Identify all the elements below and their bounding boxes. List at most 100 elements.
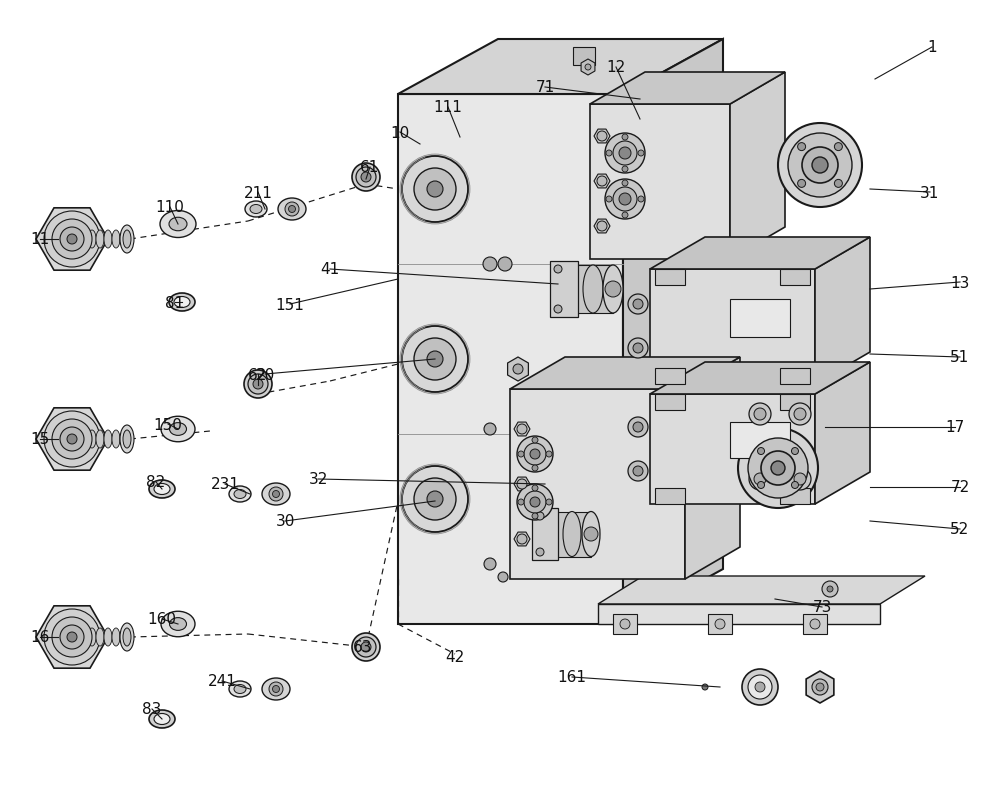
- Text: 12: 12: [606, 61, 626, 75]
- Circle shape: [810, 620, 820, 629]
- Circle shape: [822, 581, 838, 597]
- Text: 150: 150: [154, 417, 182, 432]
- Ellipse shape: [149, 710, 175, 728]
- Text: 83: 83: [142, 702, 162, 717]
- Ellipse shape: [583, 266, 603, 314]
- Ellipse shape: [278, 199, 306, 221]
- Bar: [532, 508, 558, 560]
- Circle shape: [414, 478, 456, 521]
- Circle shape: [248, 375, 268, 394]
- Ellipse shape: [603, 266, 623, 314]
- Ellipse shape: [88, 431, 96, 448]
- Ellipse shape: [104, 230, 112, 249]
- Polygon shape: [398, 95, 623, 624]
- Ellipse shape: [123, 431, 131, 448]
- Circle shape: [754, 409, 766, 420]
- Ellipse shape: [112, 629, 120, 646]
- Polygon shape: [815, 363, 870, 504]
- Circle shape: [361, 642, 371, 652]
- Circle shape: [427, 491, 443, 508]
- Circle shape: [771, 461, 785, 475]
- Circle shape: [483, 258, 497, 272]
- Circle shape: [517, 479, 527, 489]
- Circle shape: [812, 158, 828, 174]
- Polygon shape: [594, 175, 610, 189]
- Polygon shape: [594, 130, 610, 144]
- Circle shape: [816, 683, 824, 691]
- Polygon shape: [514, 532, 530, 547]
- Circle shape: [273, 491, 280, 498]
- Circle shape: [67, 633, 77, 642]
- Circle shape: [628, 294, 648, 315]
- Circle shape: [638, 197, 644, 203]
- Circle shape: [414, 338, 456, 380]
- Circle shape: [361, 173, 371, 182]
- Ellipse shape: [229, 681, 251, 697]
- Circle shape: [619, 194, 631, 206]
- Circle shape: [749, 404, 771, 426]
- Circle shape: [605, 134, 645, 174]
- Polygon shape: [581, 60, 595, 76]
- Polygon shape: [590, 105, 730, 260]
- Text: 10: 10: [390, 126, 410, 140]
- Circle shape: [554, 266, 562, 273]
- Circle shape: [791, 482, 798, 489]
- Circle shape: [715, 620, 725, 629]
- Circle shape: [532, 513, 538, 519]
- Circle shape: [628, 461, 648, 482]
- Ellipse shape: [112, 230, 120, 249]
- Circle shape: [605, 281, 621, 298]
- Circle shape: [517, 424, 527, 435]
- Circle shape: [532, 466, 538, 471]
- Circle shape: [530, 449, 540, 460]
- Circle shape: [613, 142, 637, 165]
- Ellipse shape: [120, 431, 128, 448]
- Bar: [730, 299, 790, 337]
- Circle shape: [52, 220, 92, 260]
- Circle shape: [402, 327, 468, 393]
- Circle shape: [827, 586, 833, 592]
- Text: 51: 51: [950, 350, 970, 365]
- Text: 211: 211: [244, 185, 272, 200]
- Ellipse shape: [96, 431, 104, 448]
- Circle shape: [517, 484, 553, 521]
- Circle shape: [761, 452, 795, 486]
- Ellipse shape: [112, 431, 120, 448]
- Ellipse shape: [104, 431, 112, 448]
- Circle shape: [605, 180, 645, 220]
- Bar: [730, 423, 790, 458]
- Circle shape: [44, 212, 100, 268]
- Polygon shape: [730, 73, 785, 260]
- Circle shape: [352, 164, 380, 191]
- Text: 42: 42: [445, 650, 465, 665]
- Text: 13: 13: [950, 275, 970, 290]
- Text: 151: 151: [276, 297, 304, 312]
- Ellipse shape: [229, 487, 251, 502]
- Ellipse shape: [250, 205, 262, 214]
- Circle shape: [524, 491, 546, 513]
- Circle shape: [513, 365, 523, 375]
- Ellipse shape: [154, 714, 170, 724]
- Ellipse shape: [170, 423, 187, 436]
- Circle shape: [778, 124, 862, 208]
- Circle shape: [518, 452, 524, 457]
- Circle shape: [749, 469, 771, 491]
- Circle shape: [414, 169, 456, 211]
- Circle shape: [60, 625, 84, 649]
- Circle shape: [633, 466, 643, 476]
- Polygon shape: [815, 238, 870, 384]
- Circle shape: [269, 682, 283, 696]
- Bar: [780, 270, 810, 285]
- Ellipse shape: [123, 230, 131, 249]
- Polygon shape: [598, 577, 925, 604]
- Circle shape: [742, 669, 778, 705]
- Circle shape: [584, 527, 598, 541]
- Circle shape: [352, 633, 380, 661]
- Circle shape: [427, 351, 443, 367]
- Text: 11: 11: [30, 232, 50, 247]
- Circle shape: [628, 338, 648, 358]
- Circle shape: [754, 474, 766, 486]
- Circle shape: [606, 197, 612, 203]
- Circle shape: [517, 436, 553, 473]
- Circle shape: [597, 221, 607, 232]
